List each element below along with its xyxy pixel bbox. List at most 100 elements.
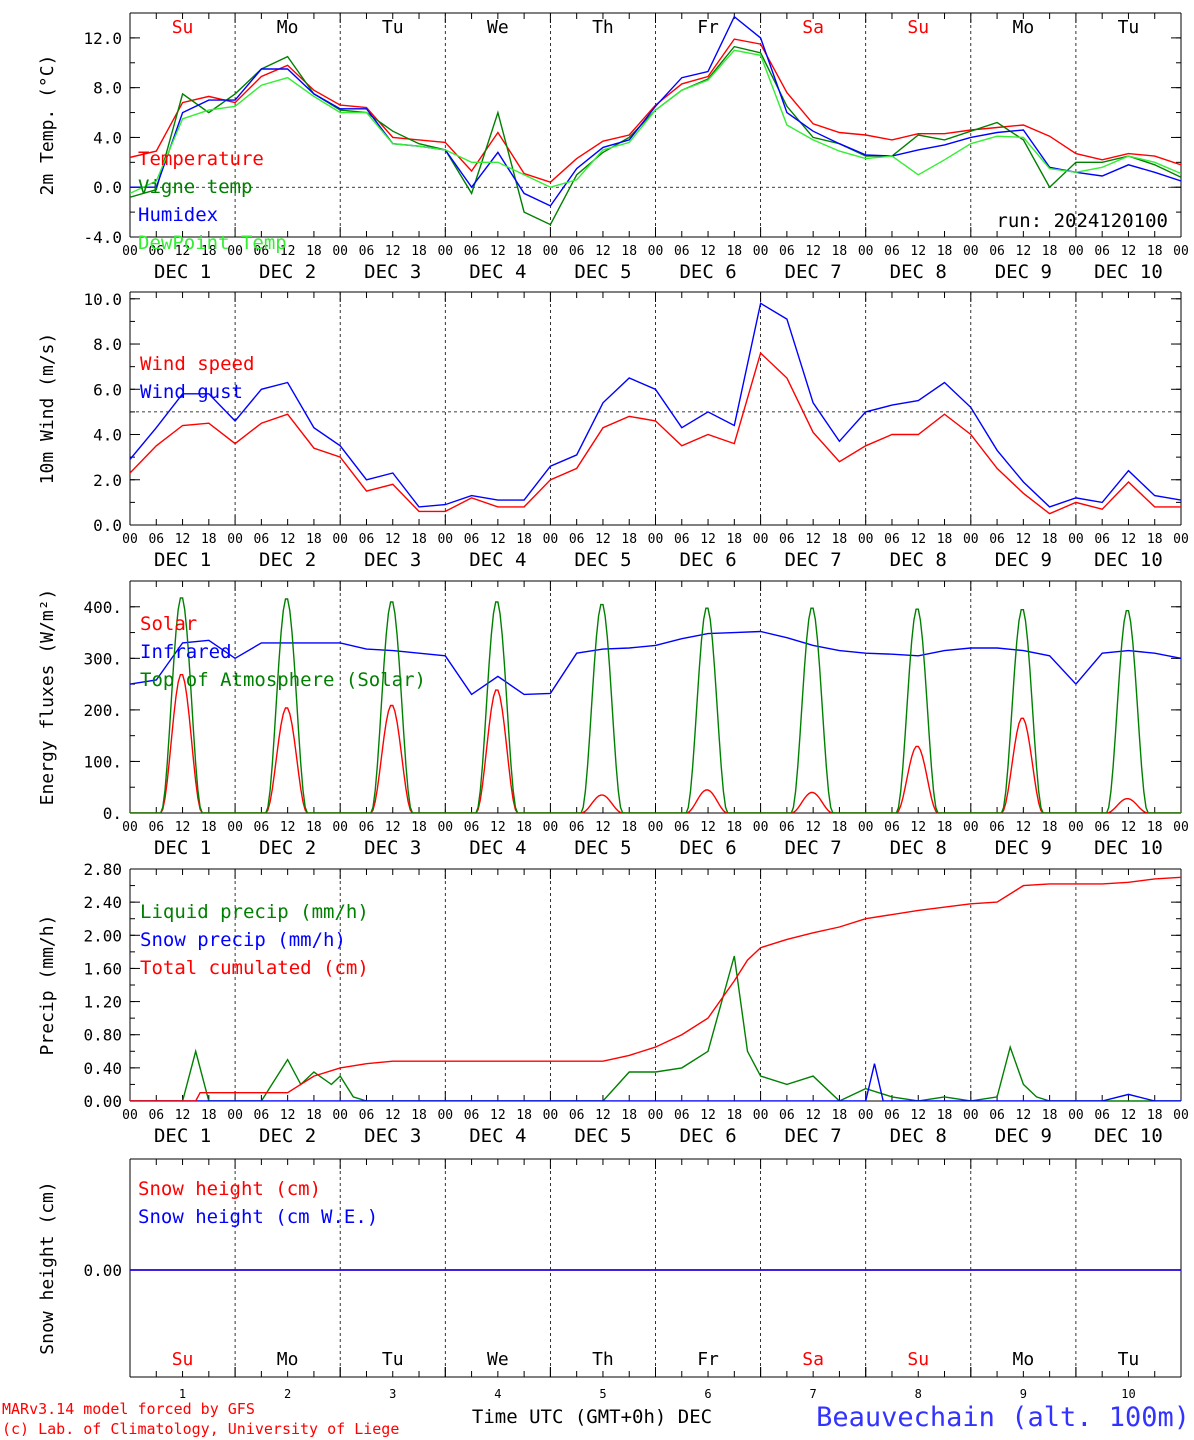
x-hour-label: 12: [280, 1108, 296, 1123]
x-date-label: DEC 8: [890, 1125, 947, 1147]
series-line: [130, 674, 1181, 813]
x-hour-label: 12: [910, 1108, 926, 1123]
y-tick-label: 400.: [83, 598, 122, 617]
series-line: [130, 597, 1181, 813]
x-hour-label: 00: [1173, 244, 1189, 259]
x-hour-label: 18: [937, 532, 953, 547]
x-hour-label: 18: [726, 820, 742, 835]
x-hour-label: 12: [1121, 244, 1137, 259]
y-tick-label: 2.00: [83, 926, 122, 945]
x-hour-label: 12: [595, 244, 611, 259]
x-hour-label: 00: [227, 244, 243, 259]
x-hour-label: 12: [280, 532, 296, 547]
x-date-label: DEC 4: [469, 261, 526, 283]
x-hour-label: 00: [858, 1108, 874, 1123]
x-hour-label: 18: [411, 1108, 427, 1123]
x-hour-label: 18: [621, 820, 637, 835]
x-date-label: DEC 6: [679, 1125, 736, 1147]
x-hour-label: 00: [437, 1108, 453, 1123]
x-hour-label: 06: [674, 532, 690, 547]
legend-entry: Vigne temp: [138, 176, 252, 198]
series-group: [130, 15, 1181, 226]
x-hour-label: 06: [884, 532, 900, 547]
x-hour-label: 06: [464, 1108, 480, 1123]
y-axis-label: 2m Temp. (°C): [37, 55, 58, 196]
x-hour-label: 00: [543, 1108, 559, 1123]
x-hour-label: 06: [148, 1108, 164, 1123]
x-hour-label: 06: [674, 820, 690, 835]
model-credit: MARv3.14 model forced by GFS: [2, 1400, 255, 1418]
x-hour-label: 06: [254, 244, 270, 259]
x-hour-label: 00: [963, 532, 979, 547]
x-date-label: DEC 8: [890, 549, 947, 571]
y-tick-label: 8.0: [93, 79, 122, 98]
x-hour-label: 06: [989, 820, 1005, 835]
panel-2: 0.0 2.0 4.0 6.0 8.0 10.0 10m Wind (m/s) 00 06 12 1…: [37, 290, 1189, 571]
x-date-label: DEC 7: [785, 261, 842, 283]
station-label: Beauvechain (alt. 100m): [816, 1402, 1190, 1433]
x-hour-label: 06: [779, 532, 795, 547]
x-hour-label: 06: [254, 820, 270, 835]
x-hour-label: 18: [621, 1108, 637, 1123]
x-hour-label: 06: [464, 820, 480, 835]
y-tick-label: 0.: [103, 804, 122, 823]
x-hour-label: 06: [989, 1108, 1005, 1123]
x-hour-label: 00: [1068, 244, 1084, 259]
x-axis-title: Time UTC (GMT+0h) DEC: [472, 1406, 712, 1428]
x-hour-label: 00: [1068, 532, 1084, 547]
y-tick-label: 4.0: [93, 128, 122, 147]
x-hour-label: 06: [989, 244, 1005, 259]
weekday-label: Th: [592, 1349, 614, 1370]
legend-entry: Snow height (cm): [138, 1178, 321, 1200]
x-hour-label: 12: [385, 1108, 401, 1123]
x-hour-label: 06: [254, 532, 270, 547]
x-date-label: DEC 5: [574, 549, 631, 571]
x-hour-label: 12: [700, 820, 716, 835]
x-hour-label: 06: [359, 244, 375, 259]
x-hour-label: 18: [411, 820, 427, 835]
panel-3: 0. 100. 200. 300. 400. Energy fluxes (W/m²) 00…: [37, 580, 1189, 859]
day-number-label: 4: [494, 1387, 501, 1401]
day-number-label: 7: [810, 1387, 817, 1401]
day-number-label: 3: [389, 1387, 396, 1401]
x-hour-label: 00: [858, 820, 874, 835]
x-date-label: DEC 6: [679, 549, 736, 571]
x-hour-label: 06: [674, 244, 690, 259]
x-hour-label: 18: [1042, 532, 1058, 547]
x-date-label: DEC 9: [995, 1125, 1052, 1147]
x-date-label: DEC 4: [469, 549, 526, 571]
weekday-label: We: [487, 17, 509, 38]
x-hour-label: 06: [359, 532, 375, 547]
legend-entry: Snow precip (mm/h): [140, 929, 346, 951]
x-hour-label: 00: [122, 820, 138, 835]
x-hour-label: 12: [700, 244, 716, 259]
x-hour-label: 06: [464, 532, 480, 547]
weekday-label: Sa: [802, 1349, 824, 1370]
x-hour-label: 12: [700, 1108, 716, 1123]
y-tick-label: 200.: [83, 701, 122, 720]
x-hour-label: 00: [648, 820, 664, 835]
x-hour-label: 00: [963, 820, 979, 835]
weekday-label: Tu: [382, 17, 404, 38]
x-date-label: DEC 4: [469, 837, 526, 859]
weekday-label: Th: [592, 17, 614, 38]
x-hour-label: 12: [805, 244, 821, 259]
x-hour-label: 06: [779, 1108, 795, 1123]
series-group: [130, 597, 1181, 813]
x-hour-label: 00: [543, 244, 559, 259]
x-hour-label: 18: [726, 1108, 742, 1123]
x-hour-label: 12: [1016, 532, 1032, 547]
x-hour-label: 12: [280, 244, 296, 259]
run-label: run: 2024120100: [996, 210, 1168, 232]
panel-4: 0.00 0.40 0.80 1.20 1.60 2.00 2.40 2.80 Precip (…: [37, 860, 1189, 1147]
x-hour-label: 18: [937, 244, 953, 259]
y-tick-label: 0.00: [83, 1261, 122, 1280]
copyright-credit: (c) Lab. of Climatology, University of L…: [2, 1420, 399, 1438]
y-tick-label: -4.0: [83, 228, 122, 247]
x-hour-label: 18: [411, 532, 427, 547]
x-date-label: DEC 3: [364, 549, 421, 571]
x-hour-label: 18: [1147, 820, 1163, 835]
y-tick-label: 1.20: [83, 993, 122, 1012]
y-tick-label: 4.0: [93, 426, 122, 445]
x-hour-label: 12: [1121, 532, 1137, 547]
